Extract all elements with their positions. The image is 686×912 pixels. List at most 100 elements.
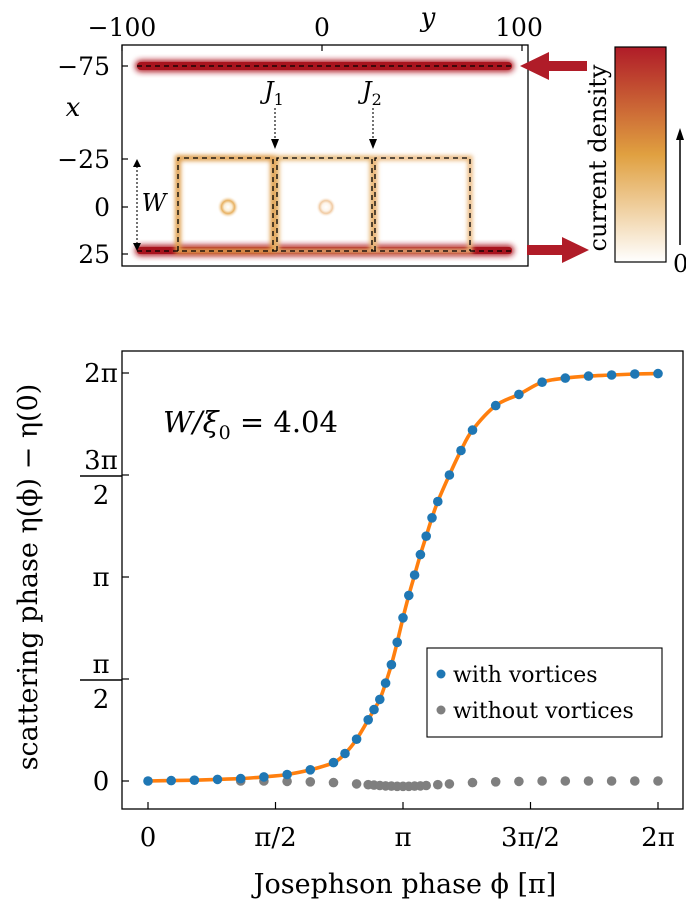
point-without-vortices [328,777,339,788]
point-with-vortices [444,470,455,480]
point-with-vortices [427,513,437,523]
heatmap-x-axis-label: x [66,93,81,123]
heatmap-y-tick-label: −100 [88,13,157,42]
point-with-vortices [653,368,663,379]
x-tick-label: 2π [641,823,675,853]
point-with-vortices [456,445,466,456]
heatmap-y-axis-label: y [420,3,436,33]
point-with-vortices [363,715,374,725]
point-with-vortices [328,757,339,768]
y-tick-numerator: π [92,650,109,680]
heatmap-x-tick-label: 0 [94,193,110,222]
point-without-vortices [433,779,443,790]
point-with-vortices [583,371,594,381]
point-with-vortices [467,425,478,435]
x-tick-label: 0 [140,823,157,853]
svg-text:J2: J2 [357,77,382,109]
point-without-vortices [282,776,292,787]
point-with-vortices [212,774,223,785]
point-with-vortices [490,400,501,411]
point-with-vortices [282,769,292,780]
point-with-vortices [166,775,176,786]
point-with-vortices [259,772,269,782]
current-density-map [135,60,514,256]
colorbar: 0 current density [584,46,686,278]
series-with-vortices [143,368,663,786]
heatmap-panel: −100 0 100 y −75 −25 0 25 x J1 J2 [57,3,686,278]
point-without-vortices [537,776,547,786]
y-tick-denominator: 2 [93,685,110,715]
x-tick-label: π/2 [254,823,296,853]
point-with-vortices [630,369,640,379]
junction-label-j2: J2 [357,77,382,149]
heatmap-y-tick-label: 100 [495,13,543,42]
current-arrows [520,52,589,263]
point-with-vortices [340,748,350,759]
point-with-vortices [392,637,403,648]
point-with-vortices [305,765,316,775]
point-with-vortices [404,590,414,601]
point-without-vortices [630,776,640,786]
point-with-vortices [235,773,246,784]
point-with-vortices [514,389,524,400]
heatmap-x-tick-label: −25 [57,145,110,174]
point-with-vortices [421,531,432,541]
point-without-vortices [490,777,501,787]
plot-x-axis: 0 π/2 π 3π/2 2π [140,802,675,853]
point-with-vortices [369,704,379,715]
y-tick-label: 0 [93,767,110,797]
y-tick-label: π [92,563,109,593]
vortex-marker [217,196,239,218]
current-in-arrow [520,52,587,80]
point-without-vortices [560,776,571,786]
y-tick-denominator: 2 [93,481,110,511]
heatmap-x-tick-label: −75 [57,52,110,81]
point-with-vortices [409,570,420,580]
vortex-marker [316,197,336,217]
width-label: W [142,189,169,217]
legend: with vortices without vortices [426,647,663,738]
point-without-vortices [351,779,362,789]
point-without-vortices [421,780,432,791]
point-with-vortices [433,496,443,507]
point-without-vortices [514,776,524,787]
heatmap-y-tick-label: 0 [314,13,330,42]
width-annotation: W [133,159,169,251]
point-with-vortices [560,373,571,383]
point-without-vortices [583,776,594,786]
point-with-vortices [386,659,397,670]
y-tick-numerator: 3π [84,446,118,476]
current-out-arrow [527,237,589,263]
plot-y-axis-label: scattering phase η(ϕ) − η(0) [13,384,44,771]
point-with-vortices [606,370,617,380]
plot-x-axis-label: Josephson phase ϕ [π] [251,869,557,900]
point-with-vortices [537,377,547,388]
point-with-vortices [189,775,200,785]
legend-marker-without-vortices [436,705,446,715]
legend-label-without-vortices: without vortices [453,699,634,724]
svg-text:J1: J1 [259,77,284,109]
colorbar-min-label: 0 [673,250,686,278]
x-tick-label: 3π/2 [501,823,560,853]
point-with-vortices [351,734,362,744]
junction-label-j1: J1 [259,77,284,149]
series-without-vortices [235,776,663,792]
point-with-vortices [380,678,391,688]
y-tick-label-fraction: 3π2 [80,446,122,511]
heatmap-x-tick-label: 25 [78,240,110,269]
point-without-vortices [444,779,455,789]
y-tick-label: 2π [84,359,118,389]
point-without-vortices [653,776,663,786]
y-tick-label-fraction: π2 [80,650,122,715]
point-with-vortices [143,776,153,786]
point-without-vortices [305,777,316,787]
x-tick-label: π [394,823,411,853]
point-with-vortices [398,613,408,623]
legend-label-with-vortices: with vortices [453,663,598,688]
legend-box [426,647,663,738]
colorbar-label: current density [584,64,612,251]
point-with-vortices [375,694,385,705]
